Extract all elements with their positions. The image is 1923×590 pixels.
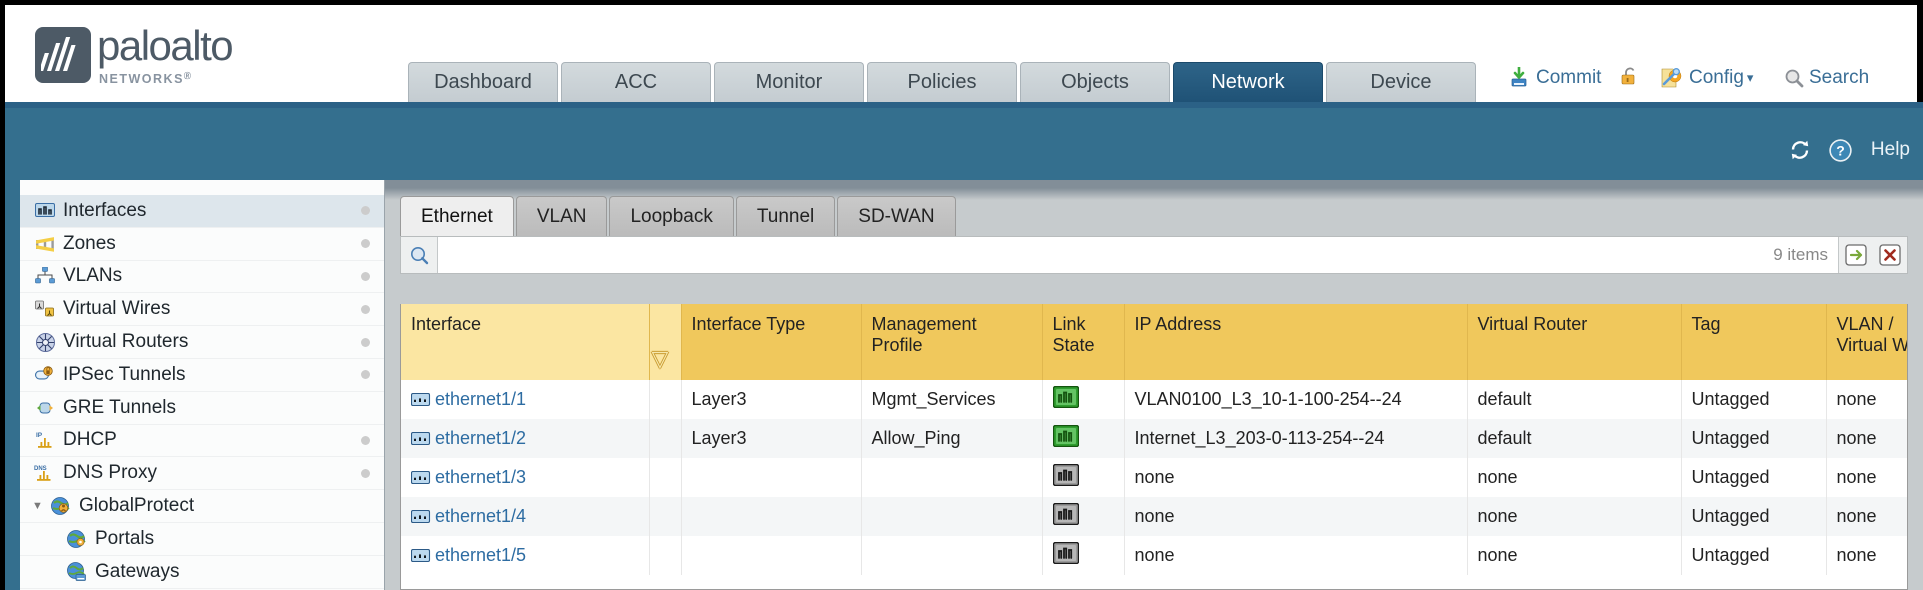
svg-text:?: ? (1836, 142, 1845, 158)
svg-text:IP: IP (36, 432, 43, 439)
